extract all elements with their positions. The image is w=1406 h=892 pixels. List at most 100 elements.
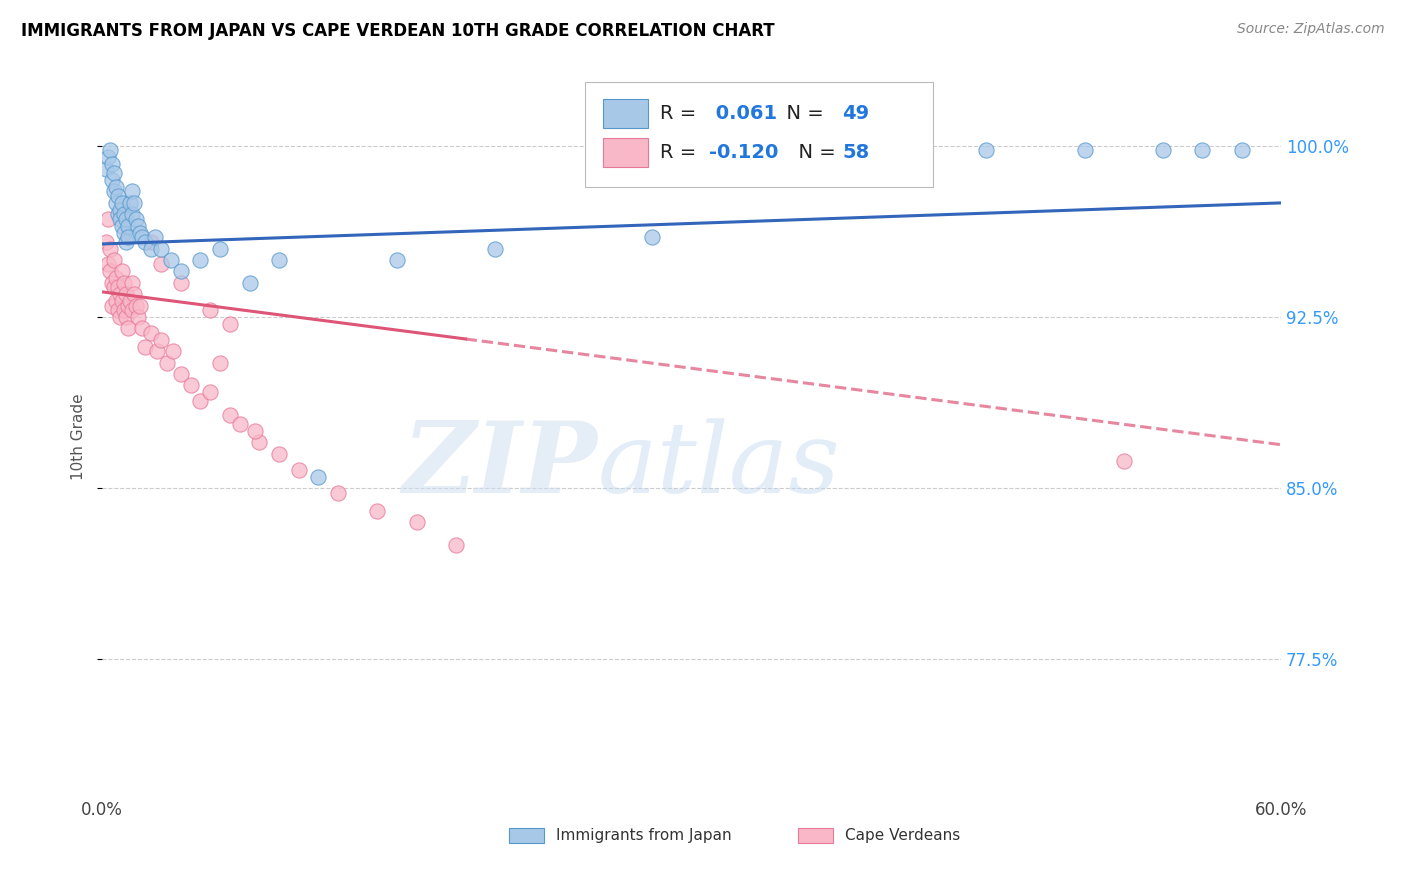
Point: [112, 276, 135, 290]
Point: [122, 195, 145, 210]
Point: [108, 310, 131, 324]
Point: [141, 235, 163, 249]
Point: [160, 252, 183, 267]
Point: [98, 242, 121, 256]
Point: [117, 230, 139, 244]
Point: [180, 378, 202, 392]
Point: [111, 264, 134, 278]
Point: [114, 310, 136, 324]
Point: [111, 195, 134, 210]
Point: [200, 385, 222, 400]
Point: [101, 276, 124, 290]
Point: [104, 293, 127, 308]
Point: [121, 303, 143, 318]
Point: [267, 447, 290, 461]
Point: [326, 485, 349, 500]
Text: ZIP: ZIP: [402, 417, 598, 514]
Point: [150, 242, 173, 256]
Text: R =: R =: [659, 103, 702, 123]
Point: [131, 321, 153, 335]
Point: [141, 242, 163, 256]
Point: [104, 195, 127, 210]
Point: [209, 242, 232, 256]
Point: [114, 287, 136, 301]
Point: [1073, 144, 1095, 158]
Point: [128, 299, 150, 313]
Point: [108, 287, 131, 301]
Point: [107, 280, 129, 294]
Point: [190, 394, 212, 409]
Point: [121, 185, 143, 199]
Point: [114, 211, 136, 226]
Text: atlas: atlas: [598, 417, 839, 513]
Text: Source: ZipAtlas.com: Source: ZipAtlas.com: [1237, 22, 1385, 37]
Point: [287, 463, 309, 477]
Point: [124, 299, 146, 313]
Text: N =: N =: [775, 103, 830, 123]
Point: [484, 242, 506, 256]
Point: [101, 299, 124, 313]
Point: [444, 538, 467, 552]
Point: [641, 230, 664, 244]
Point: [118, 195, 141, 210]
Point: [134, 340, 156, 354]
Y-axis label: 10th Grade: 10th Grade: [72, 393, 86, 480]
Point: [107, 303, 129, 318]
Text: 0.061: 0.061: [709, 103, 778, 123]
Point: [818, 144, 841, 158]
Point: [170, 264, 193, 278]
Point: [103, 280, 125, 294]
FancyBboxPatch shape: [797, 828, 832, 844]
Point: [111, 219, 134, 233]
Point: [190, 252, 212, 267]
Point: [97, 211, 120, 226]
Point: [107, 189, 129, 203]
Point: [219, 408, 242, 422]
Text: -0.120: -0.120: [709, 143, 779, 161]
Point: [150, 333, 173, 347]
Text: Cape Verdeans: Cape Verdeans: [845, 828, 960, 843]
Point: [121, 207, 143, 221]
Point: [141, 326, 163, 340]
Point: [219, 317, 242, 331]
Point: [104, 180, 127, 194]
Point: [162, 344, 184, 359]
Point: [385, 252, 408, 267]
Point: [405, 515, 427, 529]
Point: [143, 230, 166, 244]
Point: [108, 202, 131, 217]
Point: [170, 367, 193, 381]
Point: [121, 276, 143, 290]
Point: [122, 287, 145, 301]
Point: [128, 226, 150, 240]
Point: [200, 303, 222, 318]
Point: [94, 161, 117, 176]
Point: [112, 226, 135, 240]
Point: [108, 211, 131, 226]
Point: [134, 235, 156, 249]
Point: [114, 235, 136, 249]
Point: [146, 344, 169, 359]
FancyBboxPatch shape: [585, 82, 934, 186]
Point: [267, 252, 290, 267]
Point: [1230, 144, 1253, 158]
Point: [117, 321, 139, 335]
Point: [118, 293, 141, 308]
Text: 49: 49: [842, 103, 869, 123]
FancyBboxPatch shape: [509, 828, 544, 844]
Text: 58: 58: [842, 143, 870, 161]
Point: [112, 303, 135, 318]
Point: [245, 424, 267, 438]
Point: [170, 276, 193, 290]
Point: [101, 173, 124, 187]
Point: [209, 355, 232, 369]
Point: [107, 207, 129, 221]
Point: [247, 435, 270, 450]
Point: [98, 264, 121, 278]
Point: [238, 276, 260, 290]
Point: [97, 258, 120, 272]
Point: [1152, 144, 1174, 158]
Point: [156, 355, 179, 369]
Point: [103, 166, 125, 180]
Point: [111, 293, 134, 308]
